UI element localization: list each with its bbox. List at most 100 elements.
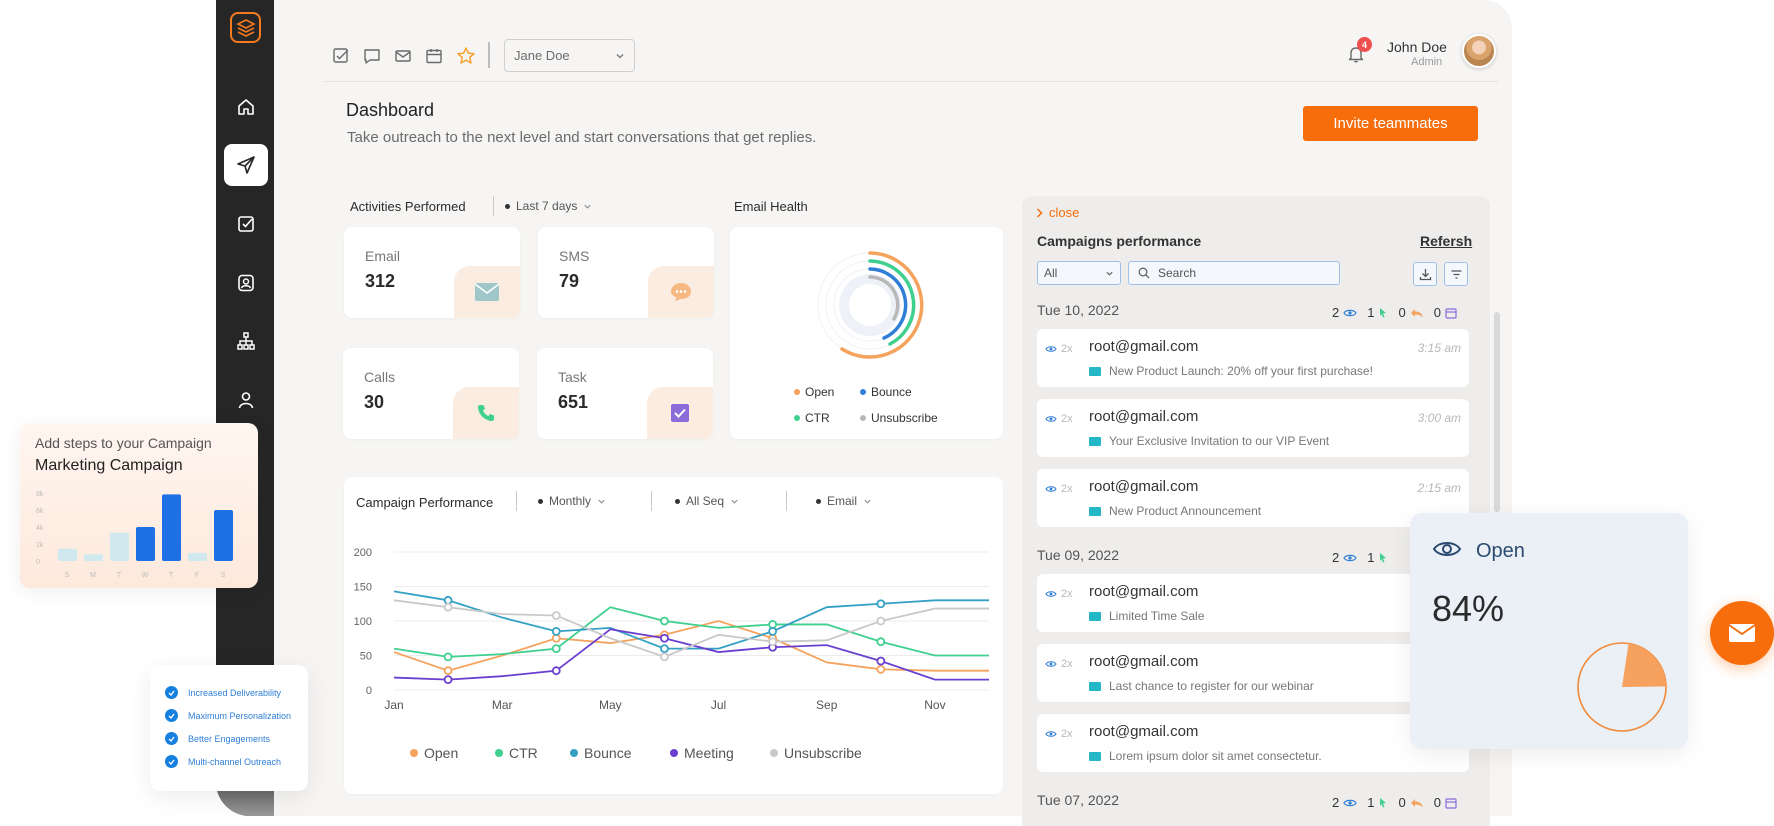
chat-toolbar-icon[interactable] [361,45,383,67]
data-point [443,602,453,612]
views-text: 2x [1061,588,1073,600]
mail-icon [1728,624,1756,642]
mail-fab-button[interactable] [1710,601,1774,665]
calls-stat-card[interactable]: Calls 30 [343,348,519,439]
email-stat-card[interactable]: Email 312 [344,227,520,318]
toolbar-separator [488,42,490,68]
views-text: 2x [1061,483,1073,495]
sidebar-user-icon[interactable] [224,379,268,421]
filter-separator [516,491,517,511]
eye-icon [1045,731,1057,737]
search-input[interactable]: Search [1128,261,1340,285]
data-point [876,656,886,666]
features-card: Increased Deliverability Maximum Persona… [150,665,308,791]
eye-icon [1343,309,1357,316]
legend-dot [860,389,866,395]
sidebar-contacts-icon[interactable] [224,262,268,304]
campaign-filter-select[interactable]: All [1037,261,1121,285]
email-health-rings [817,251,924,359]
sidebar-send-icon[interactable] [224,144,268,186]
item-subject-text: Last chance to register for our webinar [1109,679,1314,693]
series-line-unsubscribe [393,599,989,658]
open-label: Open [1476,540,1525,562]
item-time: 3:15 am [1417,341,1461,355]
eye-icon [1045,591,1057,597]
mini-y-label: 2k [36,542,44,549]
phone-stat-icon [453,387,519,439]
feature-label: Maximum Personalization [188,710,292,721]
sequence-dropdown[interactable]: All Seq [675,494,739,508]
bell-icon[interactable] [1346,44,1366,64]
app-logo-icon[interactable] [230,12,261,43]
list-item[interactable]: 2x root@gmail.com 3:00 am Your Exclusive… [1037,399,1469,457]
task-stat-card[interactable]: Task 651 [537,348,713,439]
bullet-icon [816,498,821,504]
close-link[interactable]: close [1036,205,1079,220]
calendar-toolbar-icon[interactable] [423,45,445,67]
eye-icon [1045,346,1057,352]
check-icon [165,709,178,722]
stat-label: Calls [364,369,396,385]
list-item[interactable]: 2x root@gmail.com Last chance to registe… [1037,644,1469,702]
envelope-icon [1089,681,1101,691]
filter-button[interactable] [1444,262,1468,286]
sidebar-home-icon[interactable] [224,86,268,128]
channel-dropdown[interactable]: Email [816,494,872,508]
item-subject: New Product Launch: 20% off your first p… [1089,364,1373,378]
item-subject: Lorem ipsum dolor sit amet consectetur. [1089,749,1322,763]
open-rate-card: Open 84% [1410,513,1688,749]
activities-range-dropdown[interactable]: Last 7 days [505,199,592,213]
close-label: close [1049,205,1080,220]
x-tick-label: May [599,698,622,712]
user-select[interactable]: Jane Doe [504,39,635,72]
chevron-down-icon [1106,271,1113,276]
avatar[interactable] [1462,34,1496,68]
views-count: 2 [1332,305,1340,320]
x-tick-label: Jul [711,698,726,712]
group-stats: 2 1 0 0 [1332,305,1457,320]
campaign-performance-card: Campaign Performance Monthly All Seq Ema… [344,477,1003,794]
item-sender: root@gmail.com [1089,478,1199,495]
campaigns-scrollbar[interactable] [1494,312,1500,512]
envelope-icon [1089,366,1101,376]
list-item[interactable]: 2x root@gmail.com Limited Time Sale [1037,574,1469,632]
feature-item: Maximum Personalization [165,709,291,722]
invite-teammates-button[interactable]: Invite teammates [1303,106,1478,141]
sidebar-tasks-icon[interactable] [224,203,268,245]
series-line-bounce [393,590,989,650]
group-stats: 2 1 0 0 [1332,795,1457,810]
download-button[interactable] [1413,262,1437,286]
item-subject: New Product Announcement [1089,504,1261,518]
email-stat-icon [454,266,520,318]
notification-badge: 4 [1357,37,1372,52]
sidebar-org-chart-icon[interactable] [224,320,268,362]
list-item[interactable]: 2x root@gmail.com 3:15 am New Product La… [1037,329,1469,387]
legend-dot [794,415,800,421]
tasks-toolbar-icon[interactable] [330,45,352,67]
mini-x-label: S [65,572,70,579]
item-subject-text: New Product Launch: 20% off your first p… [1109,364,1373,378]
x-tick-label: Jan [384,698,403,712]
mail-toolbar-icon[interactable] [392,45,414,67]
item-sender: root@gmail.com [1089,653,1199,670]
views-text: 2x [1061,413,1073,425]
legend-label: Open [424,745,458,761]
monthly-dropdown[interactable]: Monthly [538,494,606,508]
list-item[interactable]: 2x root@gmail.com 2:15 am New Product An… [1037,469,1469,527]
eye-icon [1432,538,1462,560]
data-point [768,626,778,636]
eye-icon [1045,661,1057,667]
legend-dot [770,749,778,757]
feature-item: Increased Deliverability [165,686,281,699]
bullet-icon [675,498,680,504]
eye-icon [1343,799,1357,806]
star-toolbar-icon[interactable] [455,45,477,67]
page-title: Dashboard [346,100,435,120]
data-point [443,595,453,605]
data-point [660,633,669,643]
search-placeholder: Search [1158,266,1197,280]
sms-stat-icon [648,266,714,318]
refresh-link[interactable]: Refersh [1420,233,1473,249]
list-item[interactable]: 2x root@gmail.com Lorem ipsum dolor sit … [1037,714,1469,772]
sms-stat-card[interactable]: SMS 79 [538,227,714,318]
